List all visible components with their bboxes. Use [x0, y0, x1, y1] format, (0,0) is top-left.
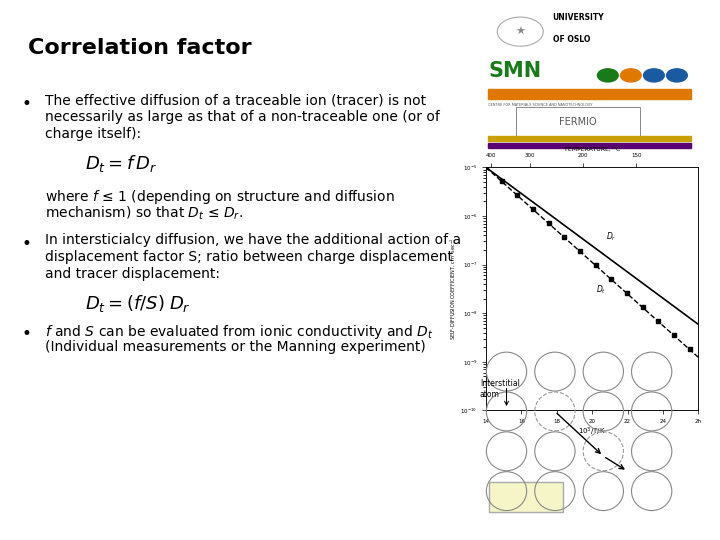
Text: In intersticialcy diffusion, we have the additional action of a: In intersticialcy diffusion, we have the…	[45, 233, 461, 247]
Bar	[488, 136, 690, 141]
Circle shape	[667, 69, 688, 82]
Circle shape	[644, 69, 665, 82]
Text: ★: ★	[516, 26, 526, 37]
Text: $f$ and $S$ can be evaluated from ionic conductivity and $D_t$: $f$ and $S$ can be evaluated from ionic …	[45, 323, 433, 341]
Text: $D_r$: $D_r$	[606, 231, 617, 243]
Bar	[488, 89, 690, 99]
Text: •: •	[22, 235, 32, 253]
Text: The effective diffusion of a traceable ion (tracer) is not: The effective diffusion of a traceable i…	[45, 93, 426, 107]
Text: OF OSLO: OF OSLO	[552, 35, 590, 44]
Text: mechanism) so that $D_t$ ≤ $D_r$.: mechanism) so that $D_t$ ≤ $D_r$.	[45, 205, 243, 222]
Text: FERMIO: FERMIO	[559, 117, 597, 127]
Text: •: •	[22, 95, 32, 113]
Text: where $f$ ≤ 1 (depending on structure and diffusion: where $f$ ≤ 1 (depending on structure an…	[45, 188, 395, 206]
Text: SMN: SMN	[488, 61, 541, 81]
Text: displacement factor S; ratio between charge displacement: displacement factor S; ratio between cha…	[45, 250, 453, 264]
Y-axis label: SELF-DIFFUSION COEFFICIENT, cm$^2$ sec$^{-1}$: SELF-DIFFUSION COEFFICIENT, cm$^2$ sec$^…	[449, 238, 457, 340]
Text: Correlation factor: Correlation factor	[28, 38, 251, 58]
X-axis label: $10^3$/T/K: $10^3$/T/K	[578, 426, 606, 438]
Circle shape	[598, 69, 618, 82]
Text: charge itself):: charge itself):	[45, 127, 141, 141]
Text: CENTRE FOR MATERIALS SCIENCE AND NANOTECHNOLOGY: CENTRE FOR MATERIALS SCIENCE AND NANOTEC…	[488, 103, 593, 107]
Text: $D_t$: $D_t$	[595, 284, 606, 296]
Text: and tracer displacement:: and tracer displacement:	[45, 267, 220, 281]
Text: •: •	[22, 325, 32, 343]
Text: (Individual measurements or the Manning experiment): (Individual measurements or the Manning …	[45, 340, 426, 354]
FancyBboxPatch shape	[516, 107, 640, 137]
X-axis label: TEMPERATURE, °C: TEMPERATURE, °C	[564, 146, 621, 152]
Text: Interstitial
atom: Interstitial atom	[480, 379, 520, 399]
Text: UNIVERSITY: UNIVERSITY	[552, 13, 604, 22]
Bar	[488, 143, 690, 148]
Text: $D_t = (f/S)\;D_r$: $D_t = (f/S)\;D_r$	[85, 293, 191, 314]
FancyBboxPatch shape	[489, 482, 563, 512]
Text: S = 2: S = 2	[503, 489, 549, 504]
Text: necessarily as large as that of a non-traceable one (or of: necessarily as large as that of a non-tr…	[45, 110, 440, 124]
Text: $D_t = f\,D_r$: $D_t = f\,D_r$	[85, 153, 158, 174]
Circle shape	[621, 69, 642, 82]
